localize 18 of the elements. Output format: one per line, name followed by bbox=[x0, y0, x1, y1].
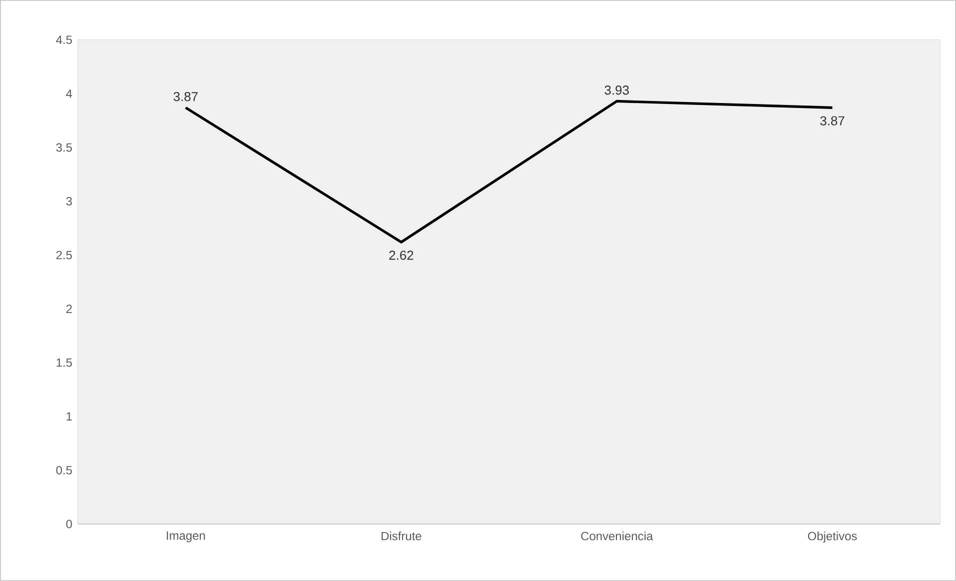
y-tick-label: 0.5 bbox=[56, 466, 72, 474]
data-label: 2.62 bbox=[389, 250, 414, 260]
y-tick-label: 1 bbox=[66, 412, 72, 421]
data-label: 3.93 bbox=[604, 86, 629, 95]
y-tick-label: 4 bbox=[66, 90, 72, 98]
x-tick-label: Conveniencia bbox=[581, 532, 653, 540]
x-tick-label: Objetivos bbox=[808, 532, 857, 543]
y-tick-label: 2.5 bbox=[56, 250, 72, 260]
y-tick-label: 1.5 bbox=[56, 358, 72, 367]
x-tick-label: Disfrute bbox=[382, 532, 422, 540]
y-tick-label: 3.5 bbox=[56, 143, 72, 152]
y-tick-label: 3 bbox=[66, 197, 72, 206]
data-label: 3.87 bbox=[174, 92, 198, 102]
y-tick-label: 0 bbox=[66, 520, 72, 528]
x-tick-label: Imagen bbox=[166, 532, 205, 542]
data-label: 3.87 bbox=[820, 116, 844, 126]
y-tick-label: 4.5 bbox=[56, 36, 72, 44]
y-tick-label: 2 bbox=[66, 304, 72, 314]
